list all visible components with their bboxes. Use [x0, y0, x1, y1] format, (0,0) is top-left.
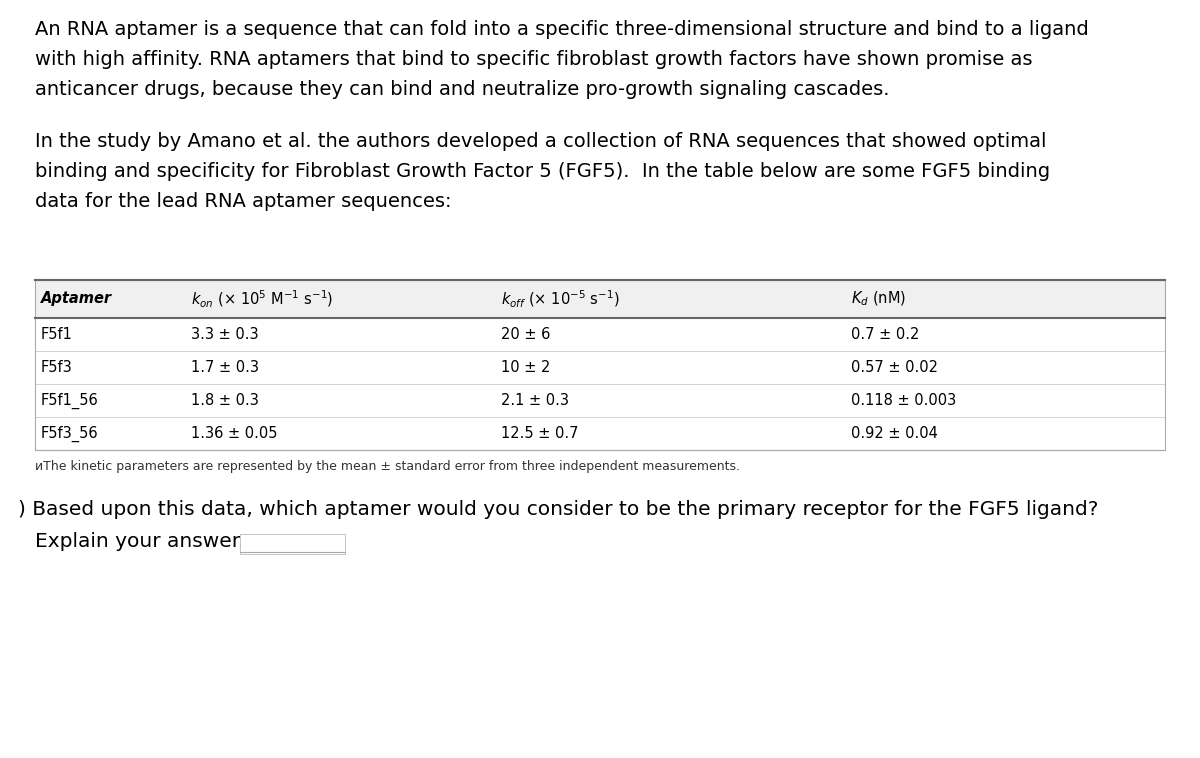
Text: F5f3: F5f3 — [41, 360, 73, 375]
Text: F5f1: F5f1 — [41, 327, 73, 342]
Text: 0.92 ± 0.04: 0.92 ± 0.04 — [851, 426, 938, 441]
Text: 3.3 ± 0.3: 3.3 ± 0.3 — [191, 327, 259, 342]
Text: ) Based upon this data, which aptamer would you consider to be the primary recep: ) Based upon this data, which aptamer wo… — [18, 500, 1098, 519]
Text: $k_{\mathit{off}}\ (\times\ 10^{-5}\ \mathrm{s^{-1}})$: $k_{\mathit{off}}\ (\times\ 10^{-5}\ \ma… — [502, 289, 619, 309]
Text: 1.36 ± 0.05: 1.36 ± 0.05 — [191, 426, 277, 441]
Text: 20 ± 6: 20 ± 6 — [502, 327, 551, 342]
Text: An RNA aptamer is a sequence that can fold into a specific three-dimensional str: An RNA aptamer is a sequence that can fo… — [35, 20, 1088, 39]
Text: ᴎThe kinetic parameters are represented by the mean ± standard error from three : ᴎThe kinetic parameters are represented … — [35, 460, 740, 473]
Text: 1.8 ± 0.3: 1.8 ± 0.3 — [191, 393, 259, 408]
Bar — [240, 534, 346, 554]
Text: F5f1_56: F5f1_56 — [41, 393, 98, 409]
Text: In the study by Amano et al. the authors developed a collection of RNA sequences: In the study by Amano et al. the authors… — [35, 132, 1046, 151]
Text: 2.1 ± 0.3: 2.1 ± 0.3 — [502, 393, 569, 408]
Text: with high affinity. RNA aptamers that bind to specific fibroblast growth factors: with high affinity. RNA aptamers that bi… — [35, 50, 1032, 69]
Text: Aptamer: Aptamer — [41, 292, 112, 306]
Text: data for the lead RNA aptamer sequences:: data for the lead RNA aptamer sequences: — [35, 192, 451, 211]
Text: 0.7 ± 0.2: 0.7 ± 0.2 — [851, 327, 919, 342]
Text: anticancer drugs, because they can bind and neutralize pro-growth signaling casc: anticancer drugs, because they can bind … — [35, 80, 889, 99]
Text: binding and specificity for Fibroblast Growth Factor 5 (FGF5).  In the table bel: binding and specificity for Fibroblast G… — [35, 162, 1050, 181]
Text: Explain your answer.: Explain your answer. — [35, 532, 245, 551]
Text: $k_{\mathit{on}}\ (\times\ 10^{5}\ \mathrm{M^{-1}\ s^{-1}})$: $k_{\mathit{on}}\ (\times\ 10^{5}\ \math… — [191, 289, 334, 309]
Bar — [35, 280, 1165, 450]
Bar — [35, 280, 1165, 318]
Text: 1.7 ± 0.3: 1.7 ± 0.3 — [191, 360, 259, 375]
Text: F5f3_56: F5f3_56 — [41, 425, 98, 442]
Text: 0.57 ± 0.02: 0.57 ± 0.02 — [851, 360, 938, 375]
Text: 0.118 ± 0.003: 0.118 ± 0.003 — [851, 393, 956, 408]
Bar — [35, 318, 1165, 450]
Text: 12.5 ± 0.7: 12.5 ± 0.7 — [502, 426, 578, 441]
Text: 10 ± 2: 10 ± 2 — [502, 360, 551, 375]
Text: $K_d\ \mathrm{(nM)}$: $K_d\ \mathrm{(nM)}$ — [851, 290, 906, 309]
